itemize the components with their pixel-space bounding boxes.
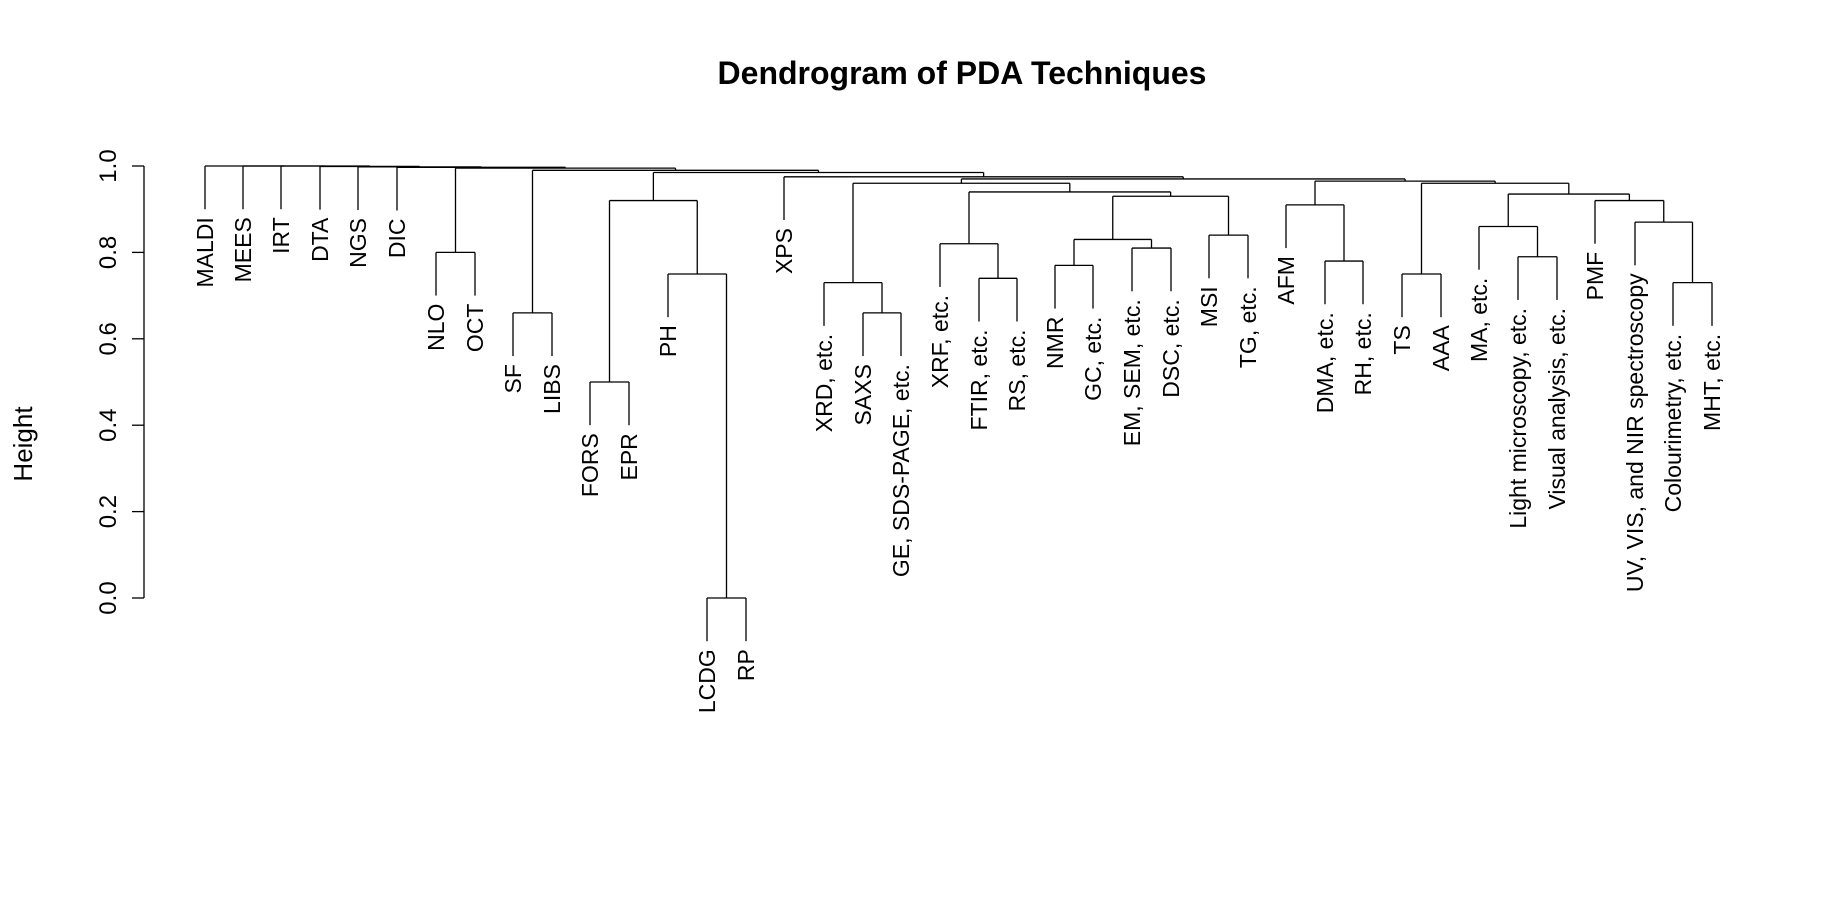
leaf-label: TG, etc. [1235,286,1261,368]
y-axis: 0.0 0.2 0.4 0.6 0.8 1.0 [95,149,145,615]
leaf-label: AFM [1273,256,1299,305]
y-tick-label: 0.8 [95,236,122,269]
leaf-label: MEES [230,217,256,282]
leaf-label: GE, SDS-PAGE, etc. [888,364,914,577]
leaf-label: NGS [345,218,371,268]
leaf-label: XRD, etc. [811,334,837,432]
leaf-label: RP [733,649,759,681]
leaf-label: DMA, etc. [1312,312,1338,413]
leaf-label: DSC, etc. [1158,299,1184,397]
leaf-label: AAA [1428,325,1454,372]
leaf-label: Visual analysis, etc. [1544,308,1570,510]
chart-title: Dendrogram of PDA Techniques [718,55,1207,91]
leaf-label: LCDG [694,649,720,713]
dendrogram-tree [204,165,1713,642]
leaf-label: NMR [1042,317,1068,369]
leaf-label: GC, etc. [1080,317,1106,401]
leaf-label: SAXS [850,364,876,425]
leaf-label: XPS [771,228,797,274]
leaf-label: SF [500,364,526,393]
leaf-label: OCT [462,304,488,353]
leaf-label: UV, VIS, and NIR spectroscopy [1622,273,1648,592]
y-tick-label: 0.2 [95,495,122,528]
y-tick-label: 0.6 [95,322,122,355]
leaf-label: MHT, etc. [1699,334,1725,431]
leaf-label: DIC [384,218,410,258]
leaf-label: FTIR, etc. [966,330,992,431]
y-axis-label: Height [8,406,38,482]
leaf-label: FORS [577,433,603,497]
leaf-label: PMF [1582,252,1608,301]
leaf-label: RH, etc. [1350,312,1376,395]
leaf-label: Light microscopy, etc. [1505,308,1531,529]
y-tick-label: 1.0 [95,149,122,182]
leaf-label: EM, SEM, etc. [1119,299,1145,446]
leaf-label: PH [655,325,681,357]
leaf-label: EPR [616,433,642,480]
leaf-label: RS, etc. [1004,330,1030,412]
leaf-label: MALDI [192,217,218,287]
leaf-label: XRF, etc. [927,295,953,388]
leaf-label: MA, etc. [1466,278,1492,362]
leaf-label: TS [1389,325,1415,354]
leaf-label: DTA [307,217,333,262]
leaf-label: Colourimetry, etc. [1660,334,1686,513]
y-tick-label: 0.0 [95,581,122,614]
leaf-label: MSI [1196,286,1222,327]
leaf-label: NLO [423,304,449,351]
y-tick-label: 0.4 [95,409,122,442]
leaf-label: IRT [268,217,294,254]
leaf-label: LIBS [539,364,565,414]
leaf-labels: MALDI MEES IRT DTA NGS DIC NLO OCT SF LIBS FORS EPR… [192,217,1725,713]
